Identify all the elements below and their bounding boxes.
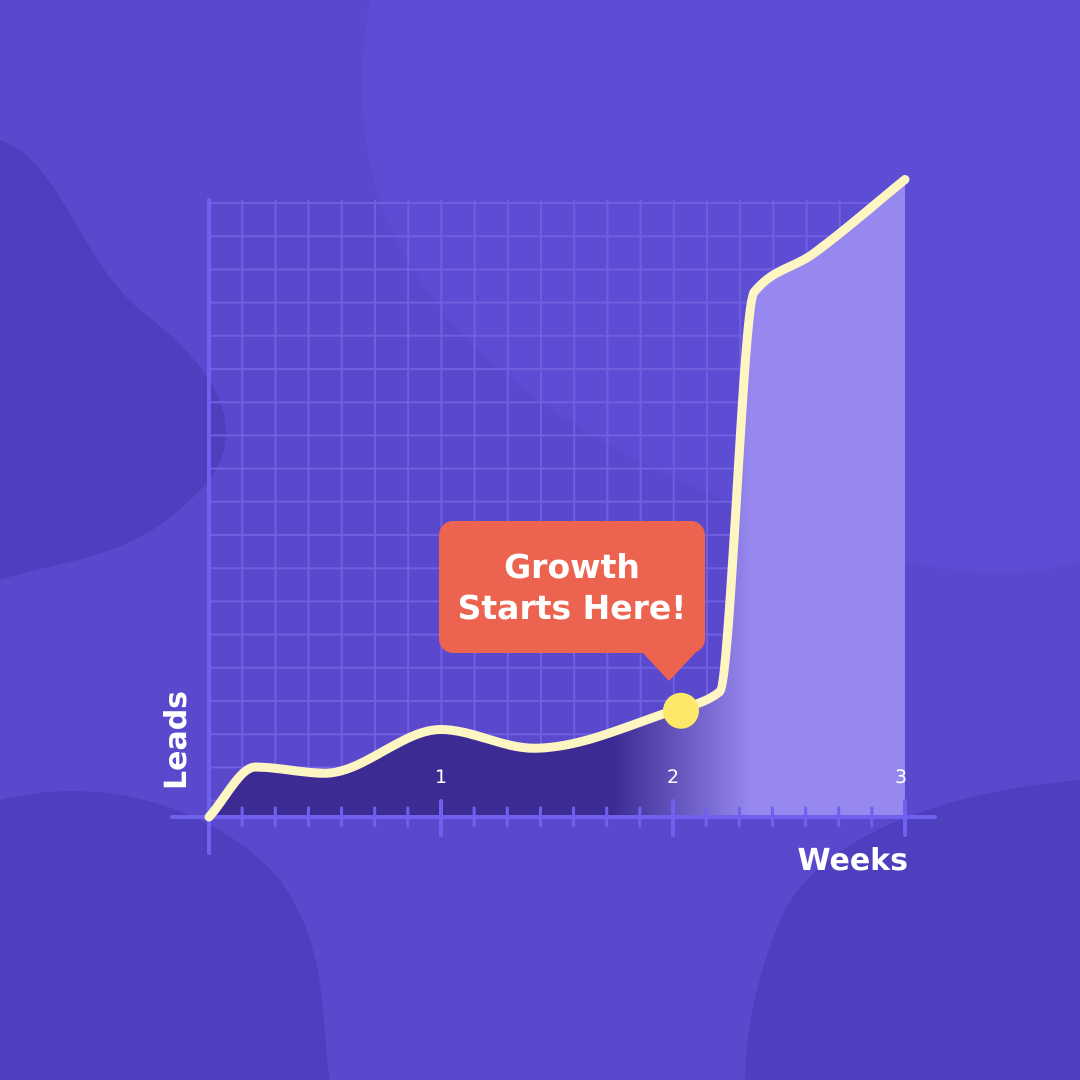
x-tick-label: 1 — [435, 766, 447, 788]
x-tick-labels: 1 2 3 — [435, 766, 907, 788]
background-blob-bottom-left — [0, 791, 330, 1080]
background-blob-left — [0, 140, 227, 580]
chart-axes — [170, 198, 937, 855]
leads-line — [204, 175, 910, 822]
callout-line-2: Starts Here! — [457, 588, 687, 627]
growth-callout: Growth Starts Here! — [439, 521, 705, 653]
leads-area-fill — [209, 179, 905, 817]
highlight-marker — [663, 692, 699, 729]
x-tick-label: 2 — [667, 766, 679, 788]
background-blob-top — [361, 0, 1080, 573]
callout-line-1: Growth — [504, 547, 640, 586]
x-tick-label: 3 — [895, 766, 907, 788]
x-axis-title: Weeks — [797, 843, 908, 878]
y-axis-title: Leads — [159, 691, 194, 790]
callout-pointer — [641, 651, 697, 681]
background-blob-bottom-right — [745, 780, 1080, 1080]
